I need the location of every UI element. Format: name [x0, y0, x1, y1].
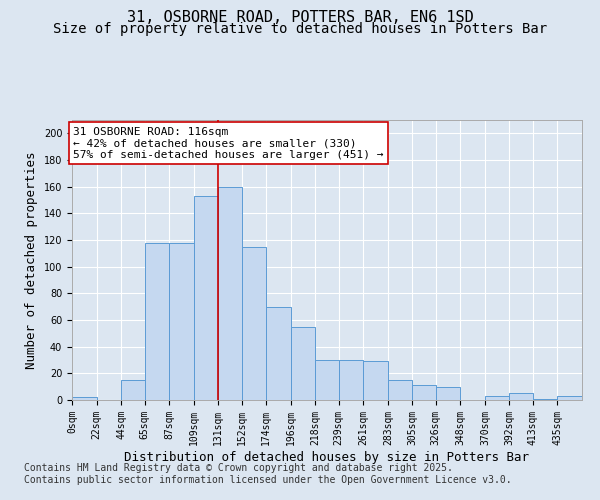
Bar	[533, 398, 557, 400]
Bar	[242, 246, 266, 400]
Bar	[291, 326, 315, 400]
Bar	[266, 306, 291, 400]
Bar	[169, 242, 194, 400]
Bar	[509, 394, 533, 400]
Bar	[218, 186, 242, 400]
Y-axis label: Number of detached properties: Number of detached properties	[25, 151, 38, 369]
Bar	[339, 360, 363, 400]
Text: 31 OSBORNE ROAD: 116sqm
← 42% of detached houses are smaller (330)
57% of semi-d: 31 OSBORNE ROAD: 116sqm ← 42% of detache…	[73, 126, 383, 160]
Bar	[363, 362, 388, 400]
Bar	[145, 242, 169, 400]
Bar	[121, 380, 145, 400]
Text: Size of property relative to detached houses in Potters Bar: Size of property relative to detached ho…	[53, 22, 547, 36]
Bar	[315, 360, 339, 400]
Bar	[72, 398, 97, 400]
Bar	[557, 396, 582, 400]
Text: Contains HM Land Registry data © Crown copyright and database right 2025.
Contai: Contains HM Land Registry data © Crown c…	[24, 464, 512, 485]
Bar	[436, 386, 460, 400]
X-axis label: Distribution of detached houses by size in Potters Bar: Distribution of detached houses by size …	[125, 450, 530, 464]
Text: 31, OSBORNE ROAD, POTTERS BAR, EN6 1SD: 31, OSBORNE ROAD, POTTERS BAR, EN6 1SD	[127, 10, 473, 25]
Bar	[412, 386, 436, 400]
Bar	[485, 396, 509, 400]
Bar	[388, 380, 412, 400]
Bar	[194, 196, 218, 400]
